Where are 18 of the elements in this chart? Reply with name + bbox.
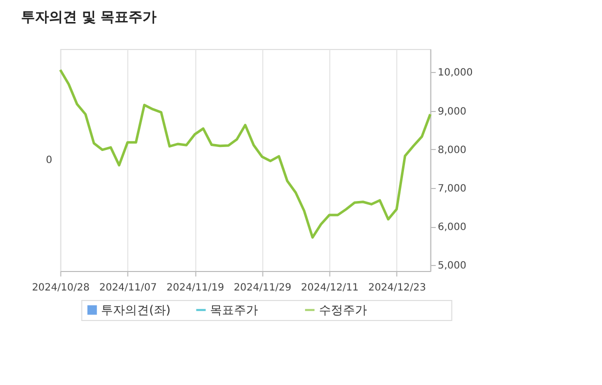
x-tick-label: 2024/12/11 bbox=[301, 282, 359, 294]
y2-tick-label: 7,000 bbox=[438, 183, 466, 194]
legend-label: 투자의견(좌) bbox=[101, 303, 171, 317]
line-series bbox=[59, 68, 432, 239]
legend-label: 수정주가 bbox=[318, 303, 367, 317]
y2-tick-label: 5,000 bbox=[438, 260, 466, 272]
x-tick-label: 2024/10/28 bbox=[32, 282, 90, 294]
x-tick-label: 2024/12/23 bbox=[368, 282, 426, 294]
x-tick-label: 2024/11/07 bbox=[99, 282, 157, 294]
y2-tick-label: 10,000 bbox=[438, 68, 473, 79]
text: 0 bbox=[46, 155, 52, 166]
x-tick-label: 2024/11/19 bbox=[166, 282, 224, 294]
y2-tick-label: 8,000 bbox=[438, 144, 466, 156]
y2-tick-label: 6,000 bbox=[438, 222, 466, 234]
chart-title: 투자의견 및 목표주가 bbox=[20, 10, 157, 26]
y2-tick-label: 9,000 bbox=[438, 106, 466, 118]
x-tick-label: 2024/11/29 bbox=[234, 282, 292, 294]
legend-label: 목표주가 bbox=[210, 303, 258, 317]
